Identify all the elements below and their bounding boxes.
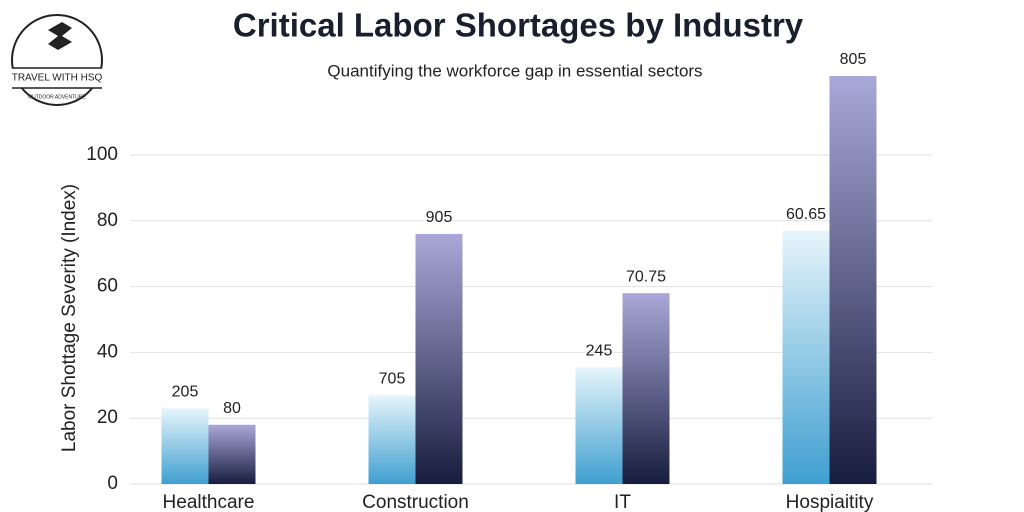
logo-band [12, 68, 102, 88]
annotation: 245 [586, 342, 613, 359]
bar [161, 408, 209, 484]
bar [575, 367, 623, 484]
bar [829, 76, 877, 484]
logo: TRAVEL WITH HSQ OUTDOOR ADVENTURE [11, 14, 103, 106]
bar [208, 424, 256, 484]
y-tick-label: 100 [86, 144, 118, 165]
x-tick-label: Healthcare [163, 492, 255, 512]
annotation: 805 [840, 51, 867, 68]
logo-title: TRAVEL WITH HSQ [12, 73, 103, 84]
bar [622, 293, 670, 484]
y-tick-label: 80 [97, 210, 118, 231]
annotation: 70.75 [626, 268, 666, 285]
x-tick-label: Construction [362, 492, 469, 512]
annotation: 705 [379, 370, 406, 387]
logo-subtitle: OUTDOOR ADVENTURE [28, 94, 86, 100]
annotation: 905 [426, 209, 453, 226]
annotation: 205 [172, 384, 199, 401]
logo-icon [48, 22, 72, 50]
y-tick-label: 0 [107, 473, 118, 494]
bar [782, 230, 830, 484]
chart-title: Critical Labor Shortages by Industry [233, 7, 804, 44]
bar [415, 233, 463, 484]
annotation: 80 [223, 400, 241, 417]
y-tick-label: 40 [97, 341, 118, 362]
y-tick-label: 20 [97, 407, 118, 428]
y-axis-title: Labor Shottage Severity (Index) [59, 184, 80, 452]
x-tick-label: Hospiaitity [786, 492, 874, 512]
chart-subtitle: Quantifying the workforce gap in essenti… [327, 61, 702, 80]
x-tick-label: IT [614, 492, 631, 512]
bar [368, 395, 416, 484]
annotation: 60.65 [786, 206, 826, 223]
y-tick-label: 60 [97, 276, 118, 297]
